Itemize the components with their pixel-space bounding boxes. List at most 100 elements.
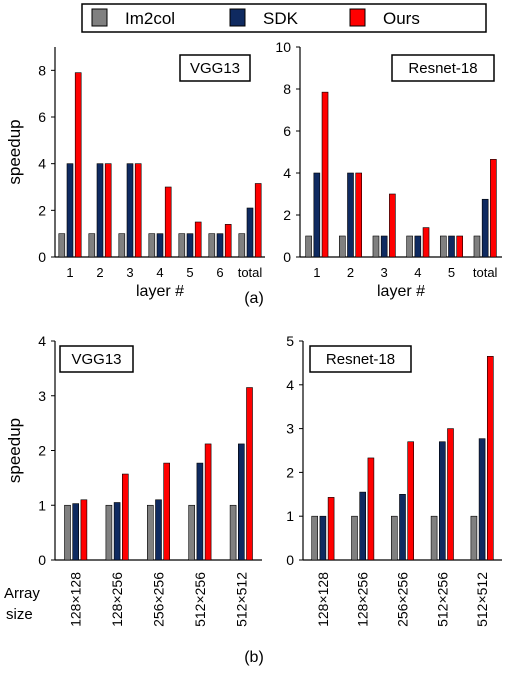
bar-ours-total [490,159,497,258]
bar-ours-128×128 [80,499,88,561]
panel-title-box [391,54,495,82]
y-tick-label: 2 [283,207,291,223]
bar-sdk-128×128 [319,515,327,561]
bar-ours-128×128 [327,497,335,561]
bar-ours-128×256 [122,473,129,561]
bar-im2col-128×256 [105,504,113,561]
legend-swatch-im2col [91,8,108,27]
bar-sdk-256×256 [155,499,162,561]
x-tick-label: 4 [156,265,163,280]
subfigure-a-label: (a) [244,290,264,307]
x-tick-label: 3 [126,265,133,280]
y-tick-label: 2 [38,202,46,218]
bar-im2col-3 [118,233,126,258]
panel-title: Resnet-18 [326,351,395,368]
bar-sdk-512×256 [438,441,446,561]
bar-sdk-6 [216,233,224,258]
bar-sdk-5 [448,235,455,258]
x-tick-label: 512×512 [233,572,249,627]
bar-sdk-5 [186,233,194,258]
y-tick-label: 3 [286,421,294,437]
subfigure-b-label: (b) [244,649,264,666]
bar-im2col-3 [372,235,380,258]
x-tick-label: 2 [347,265,354,280]
chart-panel-b-right: 0 1 2 3 4 5 128×128 128×256 256×256 512×256 512×51… [286,333,502,627]
x-axis-label: layer # [377,283,425,300]
bar-ours-5 [456,235,464,258]
panel-title-box [179,54,251,82]
chart-panel-a-left: 0 2 4 6 8 1 2 3 4 5 6 total VGG13 layer # speedup [5,47,265,300]
bar-ours-512×512 [246,387,253,561]
bar-sdk-128×256 [359,491,367,561]
array-size-label-line1: Array [4,585,40,602]
legend-swatch-ours [349,8,366,27]
bar-sdk-total [246,207,254,258]
x-tick-label: 1 [313,265,320,280]
bar-im2col-2 [88,233,96,258]
bar-ours-total [254,183,262,258]
bar-im2col-128×128 [64,504,71,561]
x-tick-label: 3 [381,265,388,280]
y-tick-label: 0 [38,552,46,568]
bar-sdk-128×256 [113,502,121,561]
array-size-label: Array size [4,585,44,623]
bar-ours-1 [321,91,329,258]
y-axis-label: speedup [5,418,24,483]
bar-ours-6 [224,224,232,258]
legend-label-ours: Ours [383,9,420,28]
legend-box [81,3,487,33]
y-tick-label: 1 [286,508,294,524]
x-tick-label: 128×256 [109,572,125,627]
y-tick-label: 2 [286,464,294,480]
bar-ours-512×256 [204,443,212,561]
y-tick-label: 3 [38,388,46,404]
y-tick-label: 1 [38,497,46,513]
x-tick-label: 6 [216,265,223,280]
bar-ours-2 [355,172,363,258]
chart-panel-b-left: 0 1 2 3 4 128×128 128×256 256×256 512×256 512×512… [5,333,262,627]
x-tick-label: 512×256 [192,572,208,627]
bar-ours-3 [134,163,142,258]
bar-sdk-total [481,198,489,258]
bar-im2col-5 [178,233,186,258]
bar-sdk-1 [66,163,74,258]
bar-im2col-2 [338,235,346,258]
bar-sdk-4 [414,235,422,258]
panel-title: VGG13 [71,351,121,368]
y-tick-label: 4 [38,156,46,172]
bar-sdk-2 [347,172,354,258]
x-tick-label: total [238,265,263,280]
x-tick-label: 2 [96,265,103,280]
bar-ours-4 [164,186,172,258]
bar-im2col-128×256 [351,515,358,561]
bar-im2col-total [238,233,246,258]
bar-im2col-512×512 [470,515,478,561]
x-tick-label: 4 [414,265,421,280]
y-tick-label: 4 [38,333,46,349]
bar-im2col-256×256 [390,515,398,561]
legend: Im2col SDK Ours [81,3,487,33]
bar-sdk-2 [96,163,104,258]
bar-ours-512×256 [447,428,454,561]
bar-ours-3 [389,193,396,258]
y-tick-label: 0 [286,552,294,568]
array-size-label-line2: size [6,606,33,623]
panel-title-box [309,345,412,373]
bar-sdk-512×512 [478,438,486,561]
bar-im2col-1 [305,235,312,258]
bar-im2col-4 [148,233,156,258]
y-tick-label: 4 [286,377,294,393]
panel-title-box [59,345,134,373]
bar-sdk-512×256 [196,462,204,561]
bar-im2col-128×128 [311,515,319,561]
bar-sdk-256×256 [399,493,406,561]
legend-swatch-sdk [229,8,246,27]
y-tick-label: 8 [38,62,46,78]
y-tick-label: 5 [286,333,294,349]
panel-title: Resnet-18 [408,60,477,77]
bar-ours-4 [422,227,430,258]
legend-label-sdk: SDK [263,9,299,28]
bar-im2col-512×512 [229,504,237,561]
